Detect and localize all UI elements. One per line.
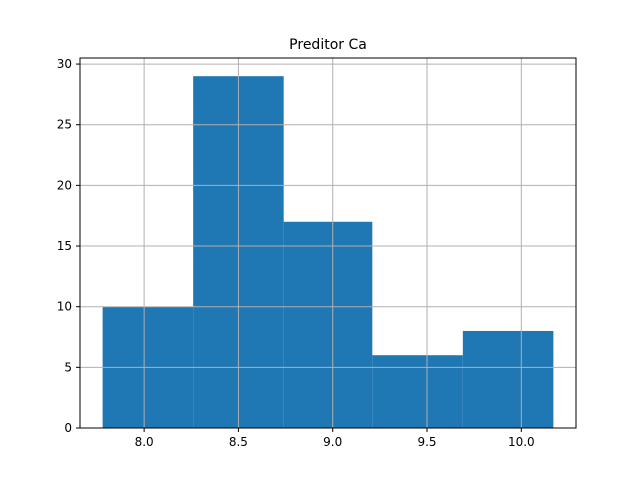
histogram-bar-4 — [372, 355, 463, 428]
y-tick-label: 20 — [57, 178, 72, 192]
x-tick-label: 9.5 — [417, 435, 436, 449]
y-tick-label: 5 — [64, 360, 72, 374]
axes: 8.0 8.5 9.0 9.5 10.0 0 5 10 15 20 25 30 — [57, 57, 535, 449]
histogram-bar-3 — [283, 221, 373, 428]
y-tick-label: 10 — [57, 300, 72, 314]
y-tick-label: 25 — [57, 118, 72, 132]
plot-frame — [79, 57, 577, 429]
y-tick-label: 0 — [64, 421, 72, 435]
x-tick-label: 8.5 — [229, 435, 248, 449]
histogram-bar-5 — [462, 330, 554, 428]
x-tick-label: 8.0 — [135, 435, 154, 449]
x-tick-label: 9.0 — [323, 435, 342, 449]
bars — [102, 76, 554, 429]
y-tick-label: 30 — [57, 57, 72, 71]
x-tick-label: 10.0 — [508, 435, 535, 449]
chart-title: Preditor Ca — [289, 37, 367, 53]
y-tick-label: 15 — [57, 239, 72, 253]
